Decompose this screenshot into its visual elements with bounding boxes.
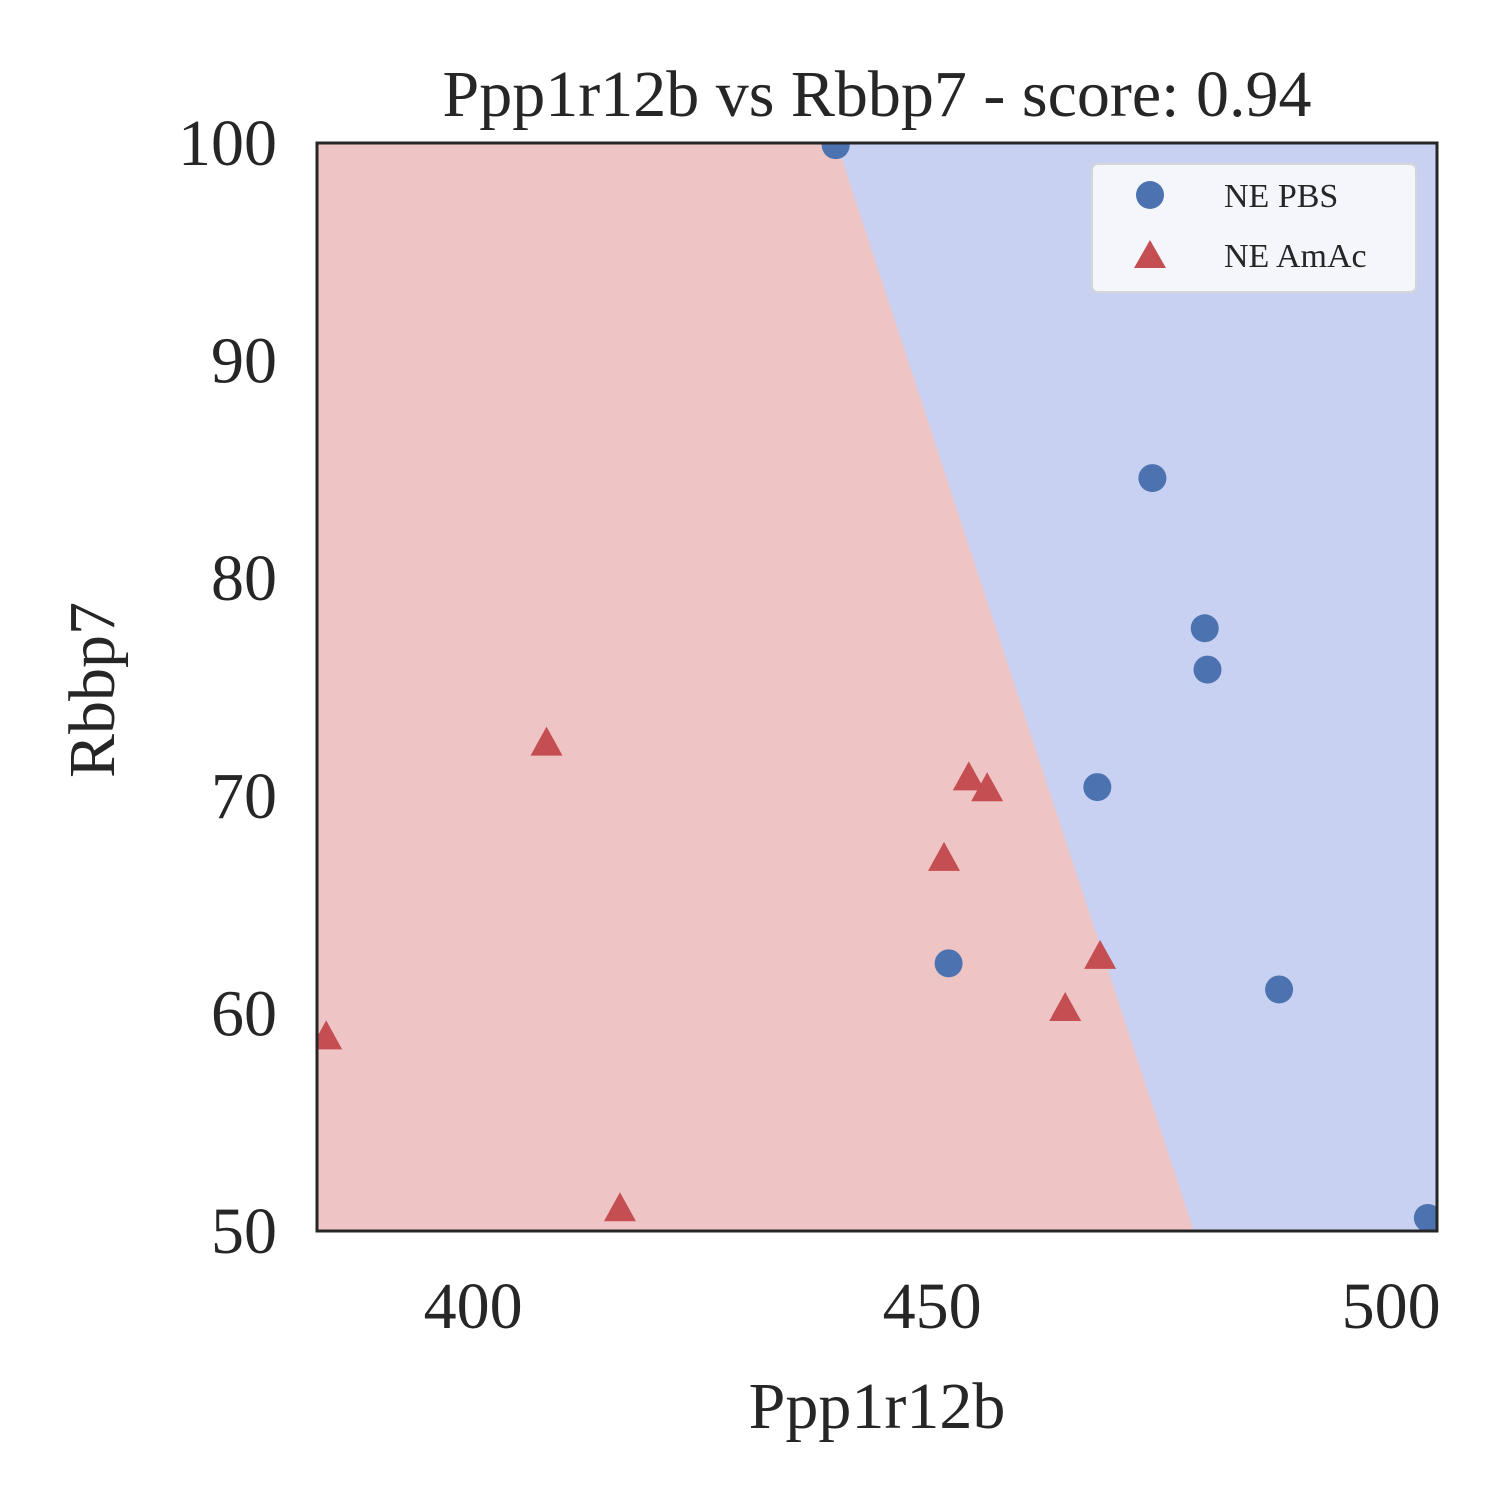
data-point-ne-pbs: [934, 949, 963, 978]
data-point-ne-pbs: [1190, 614, 1219, 643]
data-point-ne-amac: [317, 1020, 343, 1050]
y-tick-label: 60: [211, 977, 277, 1050]
data-point-ne-pbs: [1138, 464, 1167, 493]
chart-title: Ppp1r12b vs Rbbp7 - score: 0.94: [443, 58, 1312, 131]
data-point-ne-amac: [603, 1192, 636, 1222]
legend-marker-ne-amac: [1134, 240, 1166, 268]
data-points: [317, 143, 1437, 1231]
data-point-ne-pbs: [821, 143, 850, 160]
y-tick-label: 90: [211, 325, 277, 398]
data-point-ne-pbs: [1193, 655, 1222, 684]
data-point-ne-pbs: [1413, 1203, 1437, 1231]
y-axis-label: Rbbp7: [56, 602, 129, 778]
data-point-ne-amac: [971, 772, 1004, 802]
legend-box: [1091, 163, 1417, 293]
decision-regions: [317, 143, 1437, 1231]
x-tick-labels: 400 450 500: [424, 1270, 1441, 1343]
data-point-ne-amac: [952, 761, 985, 791]
legend-label-ne-pbs: NE PBS: [1224, 178, 1338, 215]
x-tick-label: 500: [1342, 1270, 1441, 1343]
y-tick-labels: 50 60 70 80 90 100: [178, 107, 277, 1268]
y-tick-label: 80: [211, 542, 277, 615]
data-point-ne-amac: [928, 841, 961, 871]
y-tick-label: 50: [211, 1195, 277, 1268]
x-tick-label: 450: [883, 1270, 982, 1343]
x-axis-label: Ppp1r12b: [749, 1370, 1006, 1443]
y-tick-label: 100: [178, 107, 277, 180]
region-ne-amac: [317, 143, 1194, 1231]
data-point-ne-pbs: [1083, 773, 1112, 802]
data-point-ne-pbs: [1265, 975, 1294, 1004]
legend-marker-ne-pbs: [1136, 181, 1164, 209]
data-point-ne-amac: [1084, 939, 1117, 969]
y-tick-label: 70: [211, 760, 277, 833]
legend: NE PBS NE AmAc: [1091, 163, 1417, 293]
plot-frame: [315, 141, 1439, 1233]
x-tick-label: 400: [424, 1270, 523, 1343]
data-point-ne-amac: [530, 726, 563, 756]
legend-label-ne-amac: NE AmAc: [1224, 238, 1367, 275]
data-point-ne-amac: [1049, 992, 1082, 1022]
